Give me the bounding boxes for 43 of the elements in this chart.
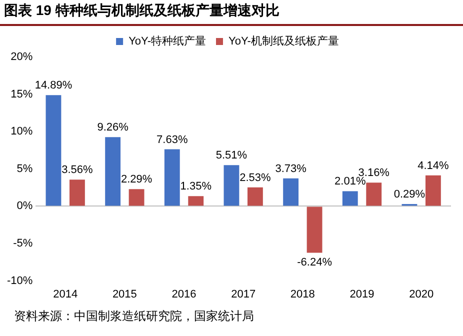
data-label: 2.53% [240, 172, 272, 184]
x-tick-label: 2020 [409, 288, 434, 300]
data-label: 9.26% [97, 122, 129, 134]
bar [283, 178, 299, 206]
x-tick-label: 2018 [290, 288, 315, 300]
bar [247, 187, 263, 206]
bar [128, 189, 144, 206]
data-label: 3.56% [62, 164, 94, 176]
bar [70, 180, 85, 206]
x-tick-label: 2017 [231, 288, 256, 300]
bar [105, 137, 121, 206]
bar [306, 206, 322, 253]
data-label: 4.14% [418, 160, 450, 172]
y-tick-label: 0% [16, 200, 33, 212]
x-tick-label: 2019 [350, 288, 374, 300]
bar [425, 175, 441, 206]
data-label: 14.89% [34, 80, 72, 92]
y-tick-label: 10% [10, 126, 33, 138]
y-tick-label: 20% [10, 51, 33, 64]
bar [224, 165, 240, 206]
data-label: 5.51% [216, 150, 248, 162]
legend-label: YoY-特种纸产量 [128, 34, 206, 48]
bar [164, 149, 180, 206]
bar [342, 191, 358, 206]
bar [366, 182, 382, 206]
legend-label: YoY-机制纸及纸板产量 [228, 34, 339, 48]
y-tick-label: 15% [10, 88, 33, 100]
x-tick-label: 2014 [53, 288, 78, 300]
data-label: 1.35% [180, 180, 212, 193]
data-label: 3.73% [275, 162, 307, 175]
x-tick-label: 2016 [172, 288, 196, 300]
chart-title: 图表 19 特种纸与机制纸及纸板产量增速对比 [0, 0, 463, 26]
bar [46, 95, 62, 206]
data-label: 2.29% [120, 174, 152, 186]
data-label: 0.29% [394, 188, 426, 201]
x-tick-label: 2015 [112, 288, 137, 300]
y-tick-label: -10% [6, 274, 33, 287]
text: 资料来源：中国制浆造纸研究院，国家统计局 [13, 308, 255, 325]
y-tick-label: -5% [13, 238, 33, 250]
bar [188, 196, 204, 206]
y-tick-label: 5% [16, 162, 33, 175]
data-label: -6.24% [297, 256, 332, 268]
data-label: 7.63% [156, 134, 188, 146]
